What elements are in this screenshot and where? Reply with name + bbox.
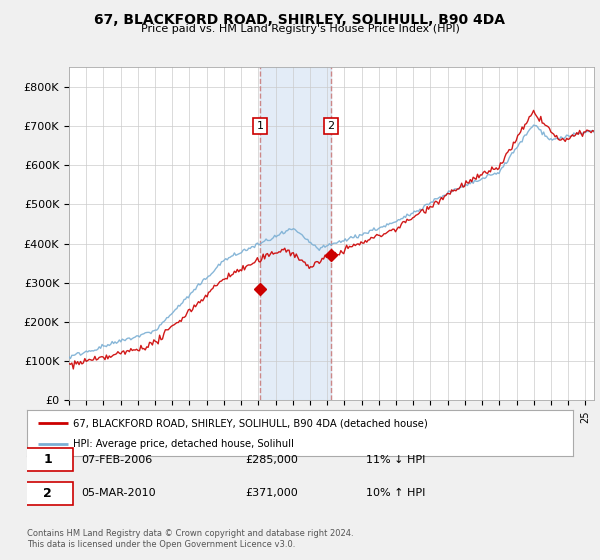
Text: £371,000: £371,000: [245, 488, 298, 498]
Text: 10% ↑ HPI: 10% ↑ HPI: [365, 488, 425, 498]
Text: 05-MAR-2010: 05-MAR-2010: [82, 488, 156, 498]
Text: £285,000: £285,000: [245, 455, 298, 465]
Text: 07-FEB-2006: 07-FEB-2006: [82, 455, 153, 465]
Text: Contains HM Land Registry data © Crown copyright and database right 2024.
This d: Contains HM Land Registry data © Crown c…: [27, 529, 353, 549]
Bar: [260, 67, 331, 400]
FancyBboxPatch shape: [22, 449, 73, 471]
Text: 1: 1: [43, 453, 52, 466]
Text: 2: 2: [327, 121, 334, 131]
Text: Price paid vs. HM Land Registry's House Price Index (HPI): Price paid vs. HM Land Registry's House …: [140, 24, 460, 34]
Text: 2: 2: [43, 487, 52, 500]
Text: 11% ↓ HPI: 11% ↓ HPI: [365, 455, 425, 465]
Text: HPI: Average price, detached house, Solihull: HPI: Average price, detached house, Soli…: [73, 438, 294, 449]
FancyBboxPatch shape: [22, 482, 73, 505]
Text: 67, BLACKFORD ROAD, SHIRLEY, SOLIHULL, B90 4DA (detached house): 67, BLACKFORD ROAD, SHIRLEY, SOLIHULL, B…: [73, 418, 428, 428]
Text: 67, BLACKFORD ROAD, SHIRLEY, SOLIHULL, B90 4DA: 67, BLACKFORD ROAD, SHIRLEY, SOLIHULL, B…: [95, 13, 505, 27]
Text: 1: 1: [257, 121, 263, 131]
